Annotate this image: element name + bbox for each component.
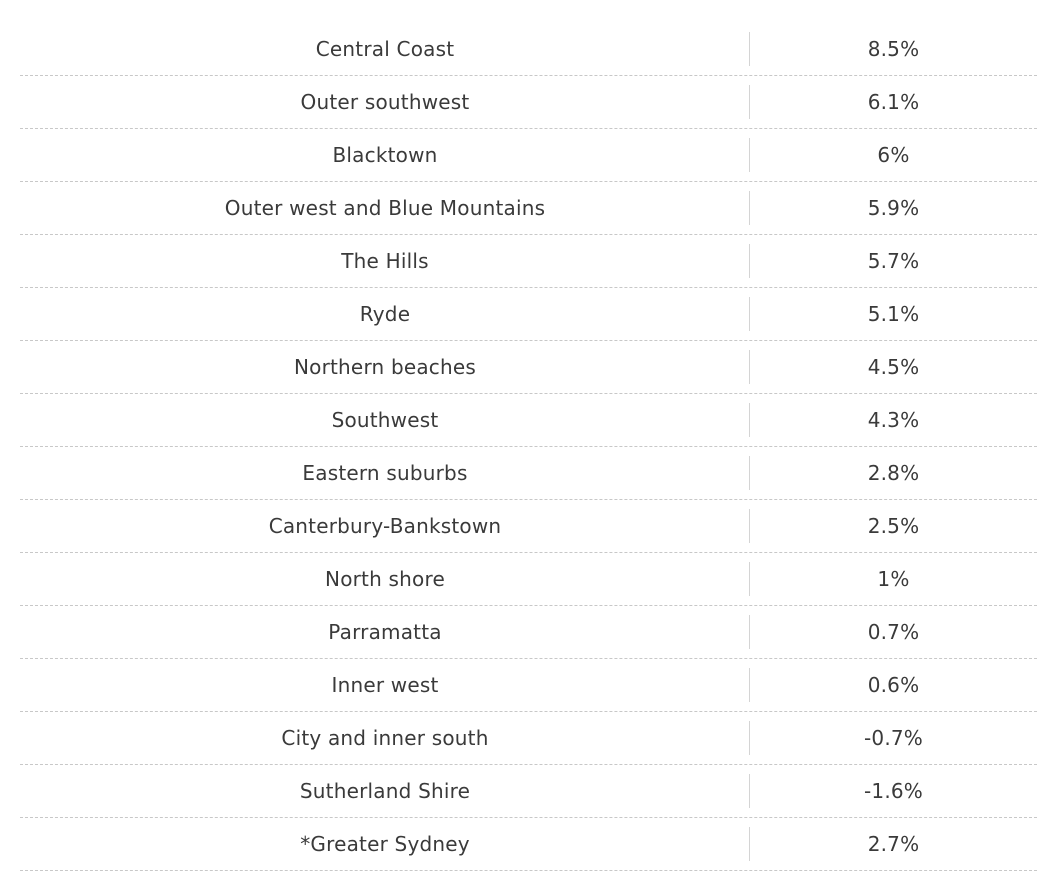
table-row: Sutherland Shire -1.6% bbox=[20, 765, 1037, 818]
table-row: North shore 1% bbox=[20, 553, 1037, 606]
data-table: Central Coast 8.5% Outer southwest 6.1% Blac… bbox=[20, 23, 1037, 871]
region-cell: *Greater Sydney bbox=[20, 818, 750, 870]
value-cell: 5.9% bbox=[867, 196, 920, 220]
table-row: Southwest 4.3% bbox=[20, 394, 1037, 447]
value-cell: -0.7% bbox=[863, 726, 924, 750]
region-cell: North shore bbox=[20, 553, 750, 605]
value-cell: 6% bbox=[877, 143, 910, 167]
table-row: Inner west 0.6% bbox=[20, 659, 1037, 712]
value-cell: 2.7% bbox=[867, 832, 920, 856]
table-row: Central Coast 8.5% bbox=[20, 23, 1037, 76]
value-cell: 4.3% bbox=[867, 408, 920, 432]
table-row: Outer southwest 6.1% bbox=[20, 76, 1037, 129]
table-row: Northern beaches 4.5% bbox=[20, 341, 1037, 394]
region-cell: Parramatta bbox=[20, 606, 750, 658]
table-row: *Greater Sydney 2.7% bbox=[20, 818, 1037, 871]
value-cell: 0.7% bbox=[867, 620, 920, 644]
region-cell: Blacktown bbox=[20, 129, 750, 181]
value-cell: 2.8% bbox=[867, 461, 920, 485]
region-cell: Outer west and Blue Mountains bbox=[20, 182, 750, 234]
region-cell: Outer southwest bbox=[20, 76, 750, 128]
table-row: Blacktown 6% bbox=[20, 129, 1037, 182]
table-row: Parramatta 0.7% bbox=[20, 606, 1037, 659]
region-cell: Inner west bbox=[20, 659, 750, 711]
region-cell: Canterbury-Bankstown bbox=[20, 500, 750, 552]
table-row: Canterbury-Bankstown 2.5% bbox=[20, 500, 1037, 553]
value-cell: 5.7% bbox=[867, 249, 920, 273]
region-cell: Central Coast bbox=[20, 23, 750, 75]
table-row: Outer west and Blue Mountains 5.9% bbox=[20, 182, 1037, 235]
region-cell: The Hills bbox=[20, 235, 750, 287]
region-cell: City and inner south bbox=[20, 712, 750, 764]
value-cell: 8.5% bbox=[867, 37, 920, 61]
region-cell: Southwest bbox=[20, 394, 750, 446]
value-cell: -1.6% bbox=[863, 779, 924, 803]
table-row: Ryde 5.1% bbox=[20, 288, 1037, 341]
table-row: Eastern suburbs 2.8% bbox=[20, 447, 1037, 500]
table-row: The Hills 5.7% bbox=[20, 235, 1037, 288]
value-cell: 6.1% bbox=[867, 90, 920, 114]
region-cell: Ryde bbox=[20, 288, 750, 340]
table-row: City and inner south -0.7% bbox=[20, 712, 1037, 765]
region-cell: Sutherland Shire bbox=[20, 765, 750, 817]
value-cell: 5.1% bbox=[867, 302, 920, 326]
value-cell: 4.5% bbox=[867, 355, 920, 379]
value-cell: 2.5% bbox=[867, 514, 920, 538]
value-cell: 1% bbox=[877, 567, 910, 591]
region-cell: Northern beaches bbox=[20, 341, 750, 393]
region-cell: Eastern suburbs bbox=[20, 447, 750, 499]
value-cell: 0.6% bbox=[867, 673, 920, 697]
